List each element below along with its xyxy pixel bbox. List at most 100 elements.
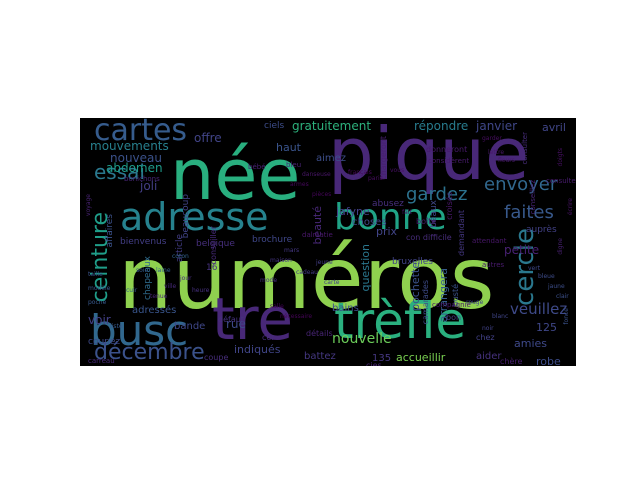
word-84: chère <box>500 357 523 366</box>
word-133: laine <box>156 267 171 274</box>
word-1: née <box>170 134 301 216</box>
word-116: cadeau <box>296 269 318 276</box>
word-93: attendant <box>472 237 507 245</box>
word-81: bonichons <box>124 175 160 183</box>
word-114: maison <box>270 257 292 264</box>
word-6: bonne <box>334 197 447 238</box>
word-97: armes <box>290 181 309 188</box>
word-69: bon <box>446 313 462 322</box>
word-96: garder <box>482 135 502 142</box>
word-39: bande <box>174 321 206 332</box>
word-122: vert <box>528 265 541 272</box>
word-55: voir <box>88 313 111 327</box>
word-47: 125 <box>536 321 557 334</box>
word-45: robe <box>536 355 561 366</box>
word-128: modèle <box>88 285 111 292</box>
word-23: nouveau <box>110 151 162 165</box>
word-63: demandant <box>457 210 466 256</box>
word-101: français <box>348 169 372 176</box>
word-25: joli <box>140 179 158 193</box>
word-17: veuillez <box>510 300 568 318</box>
word-106: fleurs <box>498 157 515 164</box>
word-74: dalmatie <box>302 231 333 239</box>
word-30: jafyne <box>336 205 370 218</box>
word-40: indiqués <box>234 343 281 356</box>
word-129: poche <box>88 299 107 306</box>
word-19: répondre <box>414 119 469 133</box>
word-100: nécessaire <box>280 313 313 320</box>
word-33: petite <box>504 243 540 257</box>
word-21: avril <box>542 121 566 134</box>
word-15: gardez <box>406 184 468 205</box>
word-67: considèrent <box>428 157 470 165</box>
word-112: heure <box>192 287 210 294</box>
word-98: pièces <box>312 191 332 198</box>
word-80: carreau <box>88 357 115 365</box>
word-95: écrire <box>567 198 574 216</box>
word-115: mars <box>284 247 300 254</box>
word-20: janvier <box>476 119 518 133</box>
word-53: brochure <box>252 235 293 245</box>
word-134: coton <box>172 253 189 260</box>
word-22: mouvements <box>90 139 169 153</box>
word-4: tre <box>212 285 293 353</box>
word-105: lettre <box>488 149 505 156</box>
word-78: coupe <box>204 353 229 362</box>
word-54: bruxelles <box>392 257 433 267</box>
word-121: rouge <box>466 299 484 306</box>
word-124: jaune <box>548 283 565 290</box>
word-99: salle <box>270 303 284 310</box>
word-43: accueillir <box>396 351 446 364</box>
word-70: chez <box>476 333 495 342</box>
word-87: consultez <box>546 177 576 185</box>
word-119: noir <box>482 325 494 332</box>
word-27: haut <box>276 141 301 154</box>
word-83: chargeront <box>379 136 388 180</box>
word-cloud: numéros née pique trèfle tre adresse bonne busc… <box>80 118 576 366</box>
word-79: cies <box>366 361 382 367</box>
word-104: fait <box>402 209 412 216</box>
word-131: cuir <box>126 287 138 294</box>
word-110: ville <box>164 283 177 290</box>
word-31: choses <box>352 217 387 228</box>
word-46: amies <box>514 337 548 350</box>
word-91: compagnie <box>432 301 471 309</box>
word-7: busc <box>90 306 189 355</box>
word-71: auprès <box>526 225 557 235</box>
word-41: battez <box>304 351 336 362</box>
word-8: cartes <box>94 118 188 148</box>
word-76: détails <box>306 329 333 338</box>
word-75: défaut <box>218 315 244 324</box>
word-35: pochette <box>409 262 422 311</box>
word-66: conseiller <box>209 226 218 265</box>
word-89: bleu <box>286 161 302 169</box>
word-73: con difficile <box>406 233 452 242</box>
word-103: vous <box>390 167 405 174</box>
word-29: ciels <box>264 121 285 131</box>
word-34: question <box>359 244 372 292</box>
word-50: beaucoup <box>181 194 191 239</box>
word-132: soie <box>136 267 149 274</box>
word-94: doigts <box>557 148 564 167</box>
word-85: consulter <box>521 132 529 165</box>
word-117: jeune <box>316 259 333 266</box>
word-56: coupez <box>88 337 121 347</box>
word-16: nouvelle <box>332 331 392 347</box>
word-126: foncé <box>563 308 570 325</box>
word-51: bienvenus <box>120 237 167 247</box>
word-65: donneront <box>426 145 468 154</box>
word-123: bleue <box>538 273 555 280</box>
word-125: clair <box>556 293 569 300</box>
word-68: camarades <box>421 280 430 325</box>
word-88: bébé <box>248 163 266 171</box>
word-130: liste <box>110 323 123 330</box>
word-109: tenue <box>150 293 168 300</box>
word-82: abusez <box>372 199 404 209</box>
word-120: blanc <box>492 313 509 320</box>
word-12: essai <box>94 160 145 184</box>
word-11: décembre <box>94 340 205 365</box>
word-52: belgique <box>196 239 235 249</box>
word-118: carte <box>324 279 340 286</box>
word-61: 16 <box>206 263 218 273</box>
word-14: faites <box>504 202 554 223</box>
